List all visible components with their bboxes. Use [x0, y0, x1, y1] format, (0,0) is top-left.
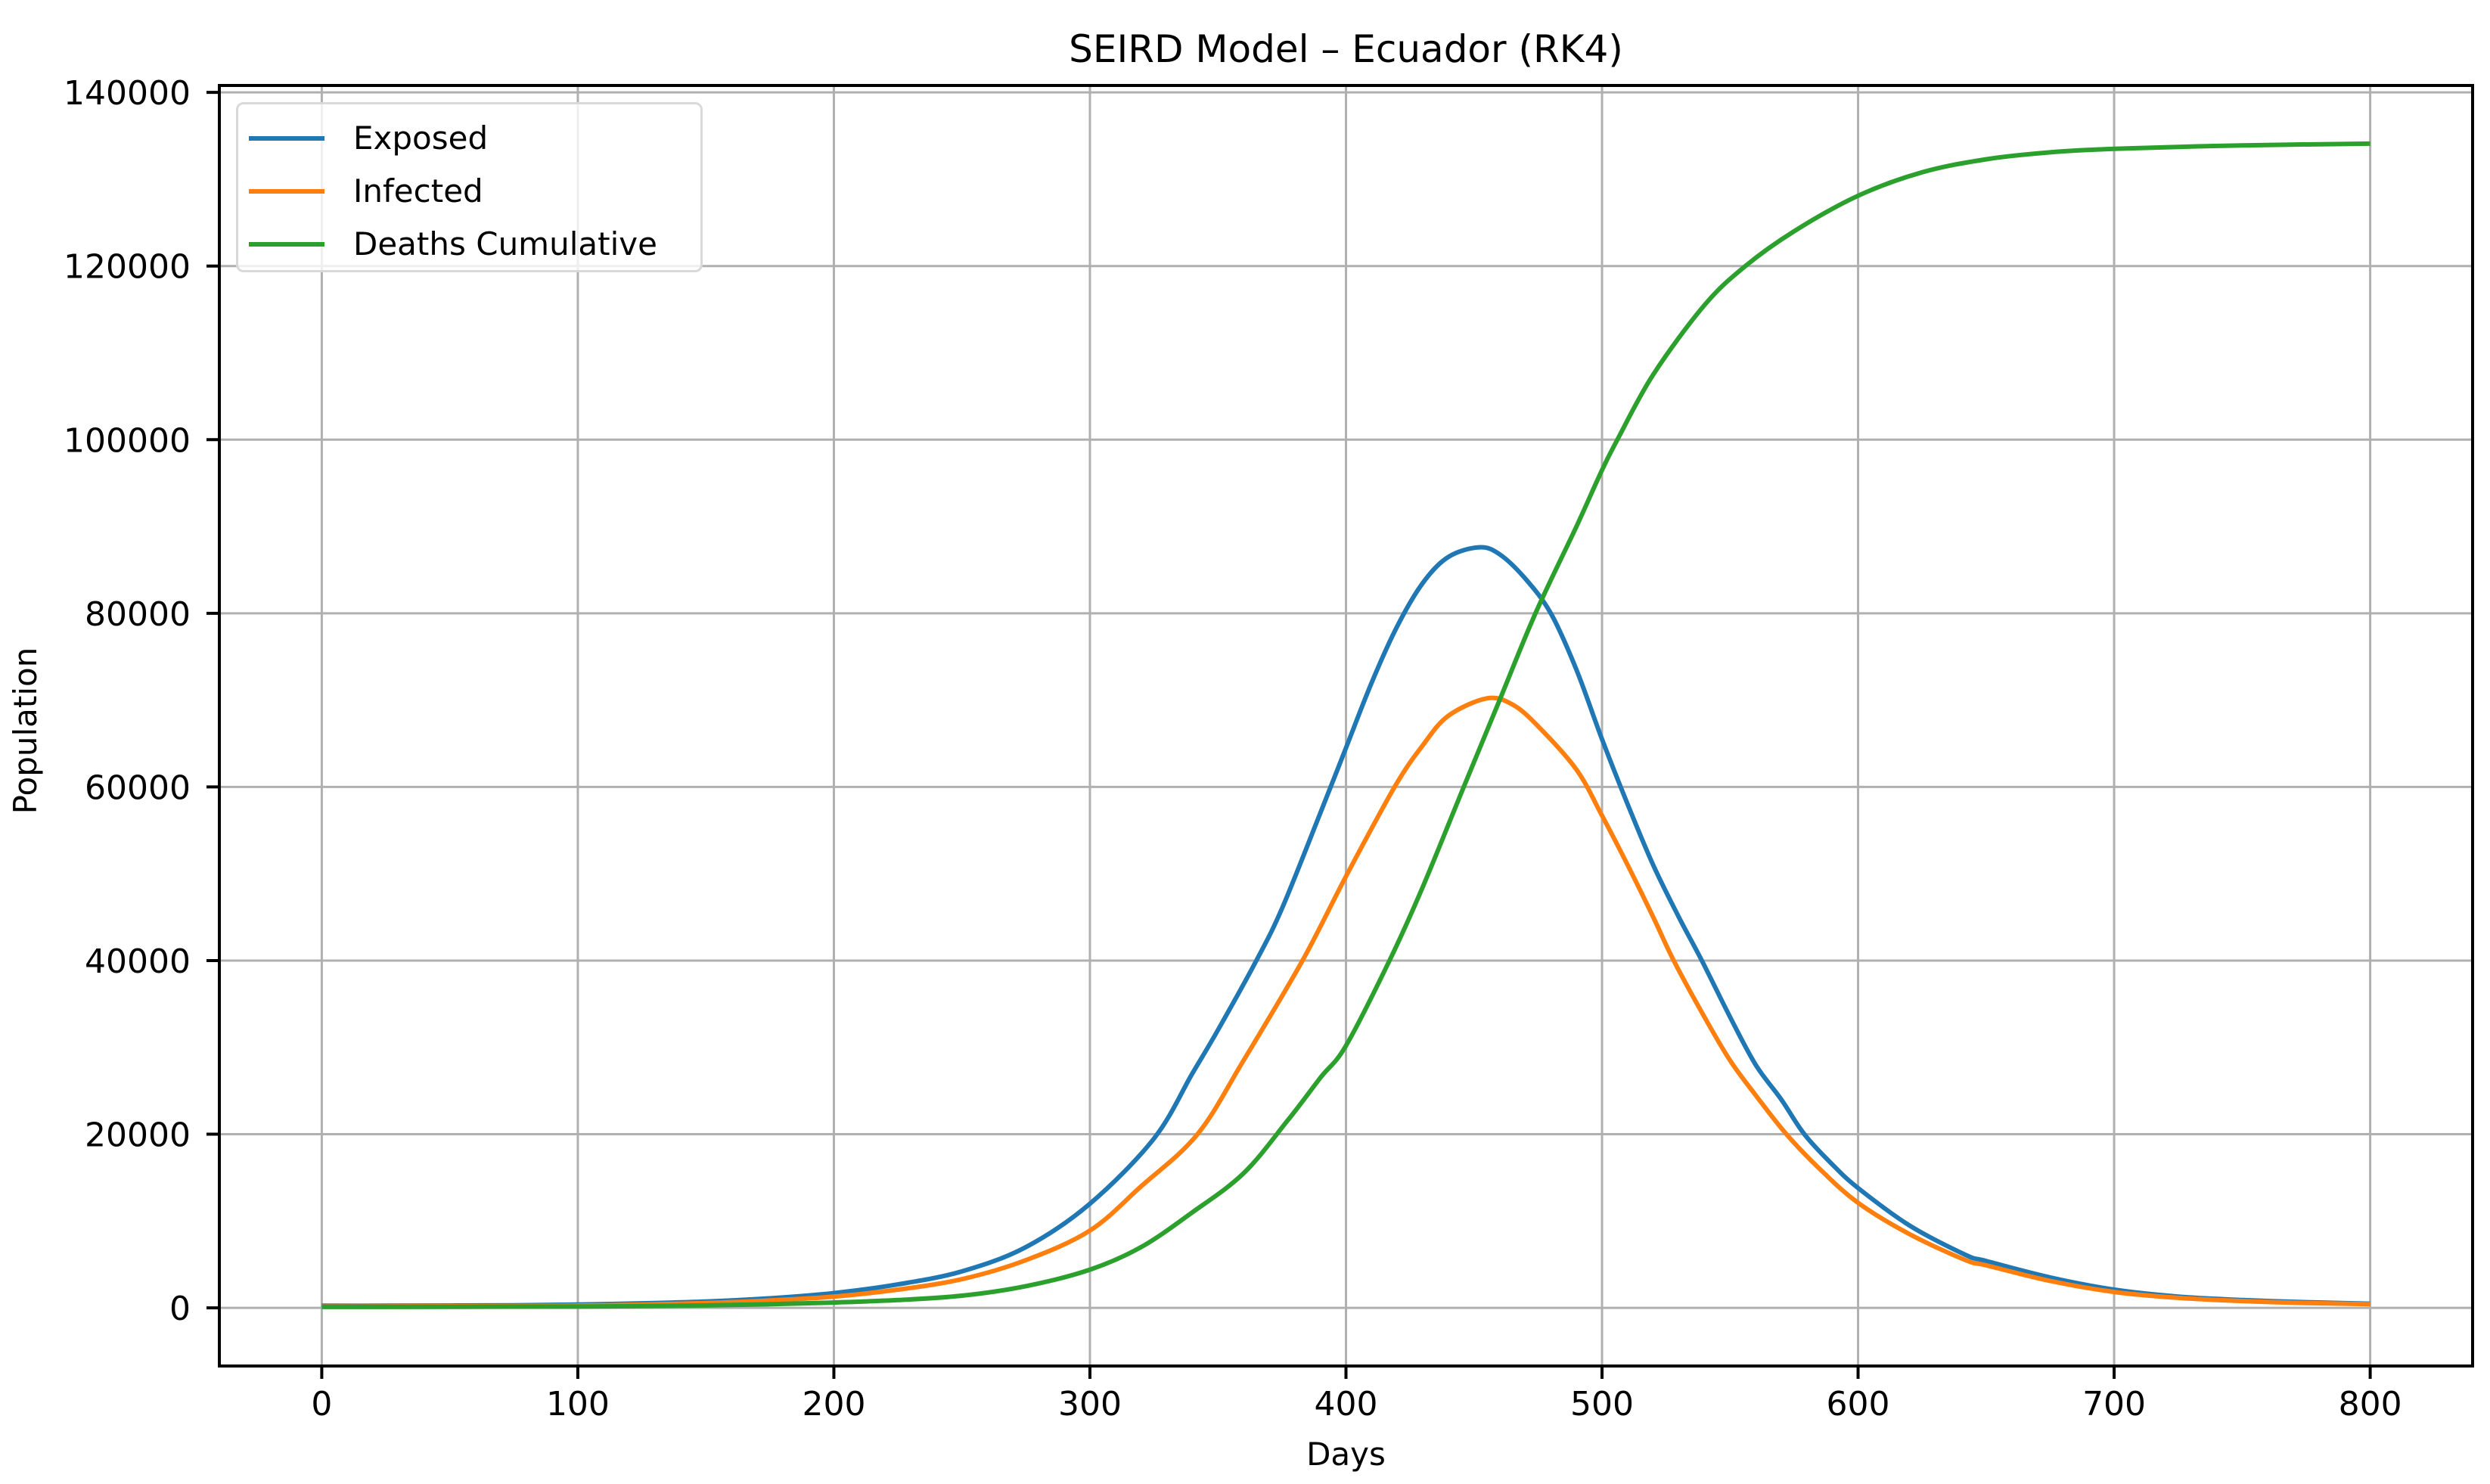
series-line-exposed: [321, 545, 2370, 1309]
series-line-deaths-cumulative: [321, 141, 2370, 1309]
y-tick-label: 100000: [64, 421, 191, 460]
legend-label: Deaths Cumulative: [353, 225, 657, 262]
legend-line-exposed-icon: [249, 136, 324, 141]
y-tick-label: 80000: [85, 595, 191, 634]
legend-label: Exposed: [353, 120, 489, 157]
x-tick-label: 500: [1570, 1385, 1634, 1423]
y-tick-label: 140000: [64, 74, 191, 113]
x-tick-label: 200: [802, 1385, 865, 1423]
legend-line-infected-icon: [249, 189, 324, 194]
x-axis-ticks: 0 100 200 300 400 500 600 700 800: [311, 1366, 2402, 1423]
x-tick-label: 300: [1058, 1385, 1122, 1423]
x-tick-label: 100: [546, 1385, 610, 1423]
x-tick-label: 0: [311, 1385, 332, 1423]
x-tick-label: 400: [1315, 1385, 1378, 1423]
y-axis-label: Population: [7, 647, 44, 815]
x-axis-label: Days: [1306, 1436, 1386, 1473]
y-axis-ticks: 0 20000 40000 60000 80000 100000 120000 140000: [64, 74, 219, 1328]
legend-label: Infected: [353, 172, 483, 210]
x-tick-label: 600: [1827, 1385, 1890, 1423]
chart-title: SEIRD Model – Ecuador (RK4): [1069, 27, 1623, 71]
x-tick-label: 700: [2082, 1385, 2146, 1423]
legend-item-exposed: Exposed: [238, 116, 700, 161]
y-tick-label: 20000: [85, 1116, 191, 1155]
y-tick-label: 60000: [85, 768, 191, 807]
grid-lines: [219, 85, 2473, 1366]
legend: Exposed Infected Deaths Cumulative: [236, 102, 703, 272]
legend-item-infected: Infected: [238, 169, 700, 214]
legend-item-deaths-cumulative: Deaths Cumulative: [238, 222, 700, 267]
series-line-infected: [321, 695, 2370, 1309]
x-tick-label: 800: [2339, 1385, 2402, 1423]
y-tick-label: 0: [169, 1290, 191, 1328]
y-tick-label: 120000: [64, 248, 191, 287]
y-tick-label: 40000: [85, 942, 191, 981]
legend-line-deaths-icon: [249, 242, 324, 247]
series-lines: [321, 141, 2370, 1309]
